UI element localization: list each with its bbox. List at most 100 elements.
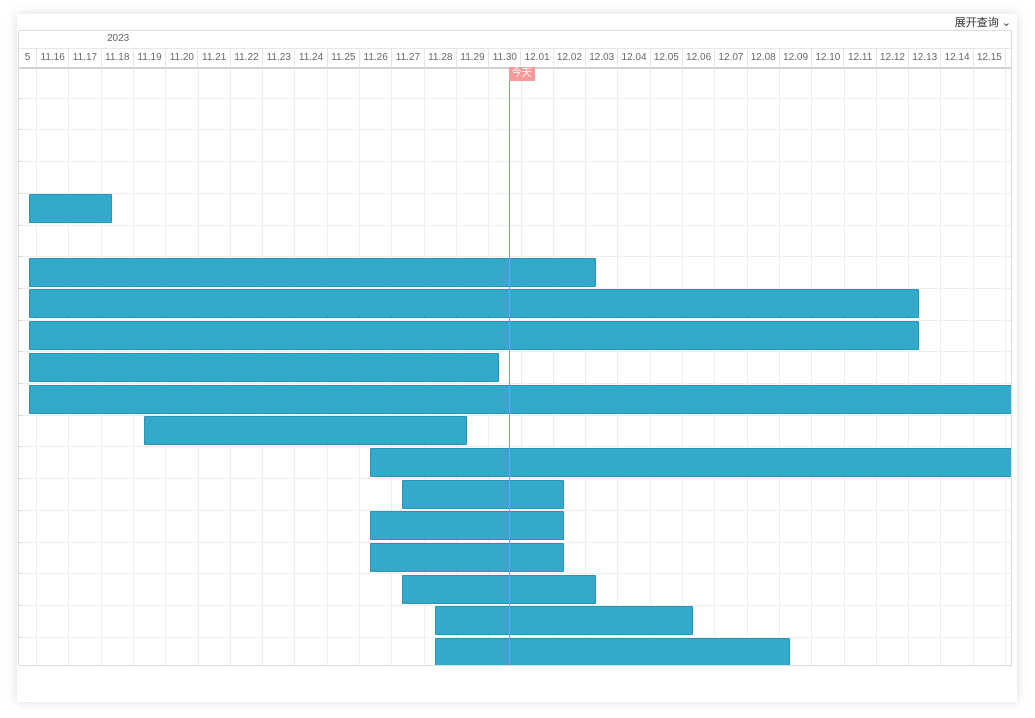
row-marker bbox=[19, 351, 22, 353]
row-marker bbox=[19, 478, 22, 480]
grid-column-line bbox=[875, 68, 877, 665]
grid-row-line bbox=[19, 351, 1011, 353]
grid-row-line bbox=[19, 97, 1011, 99]
day-header-cell: 12.09 bbox=[780, 49, 813, 67]
day-header-cell: 12.08 bbox=[748, 49, 780, 67]
row-marker bbox=[19, 129, 22, 131]
day-header-cell: 11.23 bbox=[263, 49, 296, 67]
grid-column-line bbox=[617, 68, 619, 665]
task-bar[interactable] bbox=[370, 543, 564, 572]
day-header-cell: 12.14 bbox=[941, 49, 974, 67]
row-marker bbox=[19, 414, 22, 416]
task-bar[interactable] bbox=[29, 194, 112, 224]
task-bar[interactable] bbox=[29, 257, 597, 287]
day-header-cell: 11.29 bbox=[457, 49, 490, 67]
task-bar[interactable] bbox=[29, 321, 920, 351]
day-header-cell: 12.05 bbox=[651, 49, 683, 67]
expand-query-label: 展开查询 bbox=[954, 17, 999, 29]
grid-row-line bbox=[19, 446, 1011, 448]
task-bar[interactable] bbox=[370, 447, 1011, 477]
day-header-cell: 11.28 bbox=[425, 49, 457, 67]
day-header-cell: 11.30 bbox=[489, 49, 522, 67]
row-marker bbox=[19, 97, 22, 99]
row-marker bbox=[19, 541, 22, 543]
gantt-scroll-area bbox=[18, 666, 1012, 696]
grid-column-line bbox=[746, 68, 748, 665]
day-header-cell: 12.04 bbox=[618, 49, 651, 67]
grid-column-line bbox=[778, 68, 780, 665]
grid-row-line bbox=[19, 414, 1011, 416]
day-header-cell: 12.03 bbox=[586, 49, 619, 67]
grid-row-line bbox=[19, 636, 1011, 638]
grid-column-line bbox=[908, 68, 910, 665]
row-marker bbox=[19, 287, 22, 289]
year-row: 2023 bbox=[19, 31, 1011, 48]
row-marker bbox=[19, 604, 22, 606]
grid-row-line bbox=[19, 256, 1011, 258]
row-marker bbox=[19, 161, 22, 163]
day-header-cell: 11.19 bbox=[134, 49, 167, 67]
day-header-row: 5 11.16 11.17 11.18 11.19 11.20 11.21 11.22 11.2… bbox=[19, 48, 1011, 69]
grid-row-line bbox=[19, 573, 1011, 575]
row-marker bbox=[19, 636, 22, 638]
chevron-down-icon: ⌄ bbox=[1001, 17, 1011, 29]
day-header-cell: 12.15 bbox=[974, 49, 1006, 67]
day-header-cell: 11.16 bbox=[37, 49, 70, 67]
gantt-chart[interactable]: 2023 5 11.16 11.17 11.18 11.19 11.20 11.21 11.2… bbox=[18, 30, 1012, 666]
row-marker bbox=[19, 383, 22, 384]
grid-row-line bbox=[19, 129, 1011, 131]
day-header-cell: 12.07 bbox=[715, 49, 748, 67]
task-bar[interactable] bbox=[29, 352, 500, 382]
day-header-cell: 11.25 bbox=[328, 49, 360, 67]
row-marker bbox=[19, 224, 22, 226]
day-header-cell: 12.13 bbox=[909, 49, 942, 67]
day-header-cell: 12.12 bbox=[877, 49, 910, 67]
grid-row-line bbox=[19, 192, 1011, 194]
row-marker bbox=[19, 573, 22, 575]
grid-row-line bbox=[19, 541, 1011, 543]
task-bar[interactable] bbox=[402, 574, 597, 604]
task-bar[interactable] bbox=[29, 384, 1011, 414]
grid-column-line bbox=[552, 68, 554, 665]
grid-row-line bbox=[19, 383, 1011, 384]
row-marker bbox=[19, 319, 22, 321]
grid-row-line bbox=[19, 604, 1011, 606]
grid-row-line bbox=[19, 509, 1011, 511]
grid-row-line bbox=[19, 224, 1011, 226]
task-bar[interactable] bbox=[434, 606, 693, 636]
task-bar[interactable] bbox=[370, 511, 564, 541]
grid-column-line bbox=[1005, 68, 1006, 665]
day-header-cell: 11.20 bbox=[166, 49, 199, 67]
grid-column-line bbox=[811, 68, 813, 665]
day-header-cell: 12.02 bbox=[554, 49, 587, 67]
expand-query-button[interactable]: 展开查询 ⌄ bbox=[955, 14, 1011, 30]
grid-column-line bbox=[520, 68, 522, 665]
task-bar[interactable] bbox=[434, 638, 790, 665]
grid-column-line bbox=[649, 68, 651, 665]
day-header-cell: 11.17 bbox=[69, 49, 102, 67]
task-bar[interactable] bbox=[29, 289, 920, 319]
grid-row-line bbox=[19, 478, 1011, 480]
task-bar[interactable] bbox=[143, 416, 467, 446]
row-marker bbox=[19, 256, 22, 258]
task-bar[interactable] bbox=[402, 479, 564, 509]
grid-column-line bbox=[843, 68, 845, 665]
row-marker bbox=[19, 192, 22, 194]
grid-column-line bbox=[682, 68, 683, 665]
day-header-cell: 11.21 bbox=[199, 49, 231, 67]
year-label: 2023 bbox=[107, 33, 130, 44]
day-header-cell: 11.24 bbox=[295, 49, 328, 67]
today-line bbox=[508, 68, 510, 665]
day-header-cell: 11.26 bbox=[360, 49, 393, 67]
today-label: 今天 bbox=[508, 67, 535, 81]
day-header-cell: 11.22 bbox=[231, 49, 264, 67]
day-header-cell: 11.27 bbox=[392, 49, 425, 67]
day-header-cell: 12.06 bbox=[683, 49, 716, 67]
grid-row-line bbox=[19, 161, 1011, 163]
row-marker bbox=[19, 509, 22, 511]
day-header-cell: 12.10 bbox=[812, 49, 845, 67]
grid-column-line bbox=[972, 68, 974, 665]
day-header-cell: 12.01 bbox=[522, 49, 554, 67]
grid-row-line bbox=[19, 319, 1011, 321]
grid-column-line bbox=[714, 68, 716, 665]
